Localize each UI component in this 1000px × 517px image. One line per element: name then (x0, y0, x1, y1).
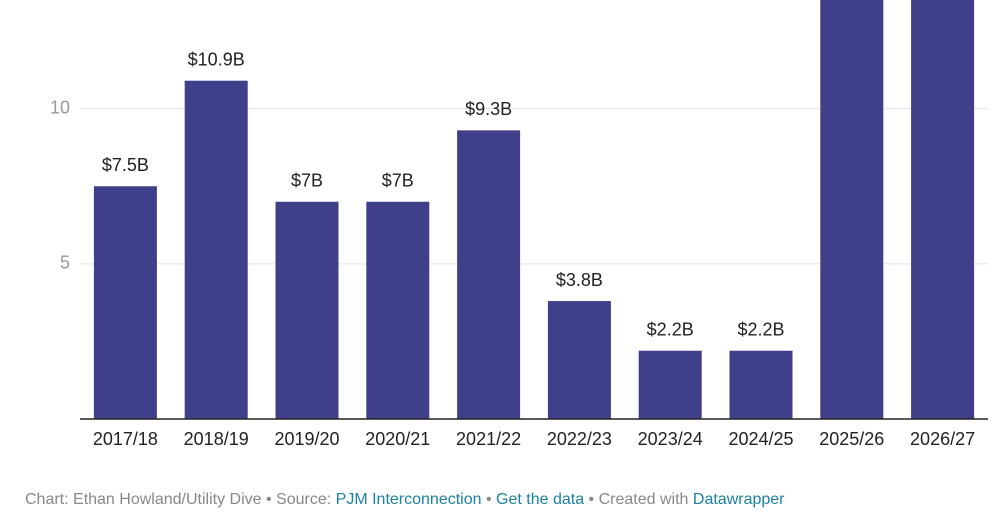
bar (820, 0, 884, 419)
get-data-link[interactable]: Get the data (496, 491, 584, 508)
source-label: Source: (276, 491, 331, 508)
plot: 5 10 2017/18 $7.5B 2018/19 $10.9B 2019/20 $7B 20… (50, 0, 988, 449)
bar (184, 80, 248, 420)
x-tick-label: 2023/24 (638, 429, 703, 449)
bar (366, 201, 430, 419)
bar (729, 350, 793, 419)
value-label: $2.2B (737, 319, 784, 339)
value-label: $3.8B (556, 270, 603, 290)
y-tick-label: 5 (60, 253, 70, 273)
x-tick-label: 2024/25 (728, 429, 793, 449)
separator: • (486, 491, 492, 508)
bar (911, 0, 975, 419)
value-label: $9.3B (465, 99, 512, 119)
x-tick-label: 2026/27 (910, 429, 975, 449)
x-tick-label: 2022/23 (547, 429, 612, 449)
x-tick-label: 2025/26 (819, 429, 884, 449)
x-tick-label: 2018/19 (184, 429, 249, 449)
value-label: $7B (291, 170, 323, 190)
value-label: $7.5B (102, 155, 149, 175)
value-label: $2.2B (647, 319, 694, 339)
y-tick-label: 10 (50, 97, 70, 117)
x-tick-label: 2021/22 (456, 429, 521, 449)
bar (638, 350, 702, 419)
bar (275, 201, 339, 419)
bar (93, 186, 157, 419)
footer: Chart: Ethan Howland/Utility Dive • Sour… (25, 491, 785, 508)
x-tick-label: 2019/20 (274, 429, 339, 449)
bar (457, 130, 521, 419)
created-with: Created with (599, 491, 689, 508)
value-label: $7B (382, 170, 414, 190)
source-link[interactable]: PJM Interconnection (336, 491, 482, 508)
separator: • (266, 491, 272, 508)
x-tick-label: 2020/21 (365, 429, 430, 449)
value-label: $10.9B (188, 49, 245, 69)
x-tick-label: 2017/18 (93, 429, 158, 449)
separator: • (589, 491, 595, 508)
tool-link[interactable]: Datawrapper (693, 491, 785, 508)
bar (547, 301, 611, 419)
credit: Chart: Ethan Howland/Utility Dive (25, 491, 262, 508)
